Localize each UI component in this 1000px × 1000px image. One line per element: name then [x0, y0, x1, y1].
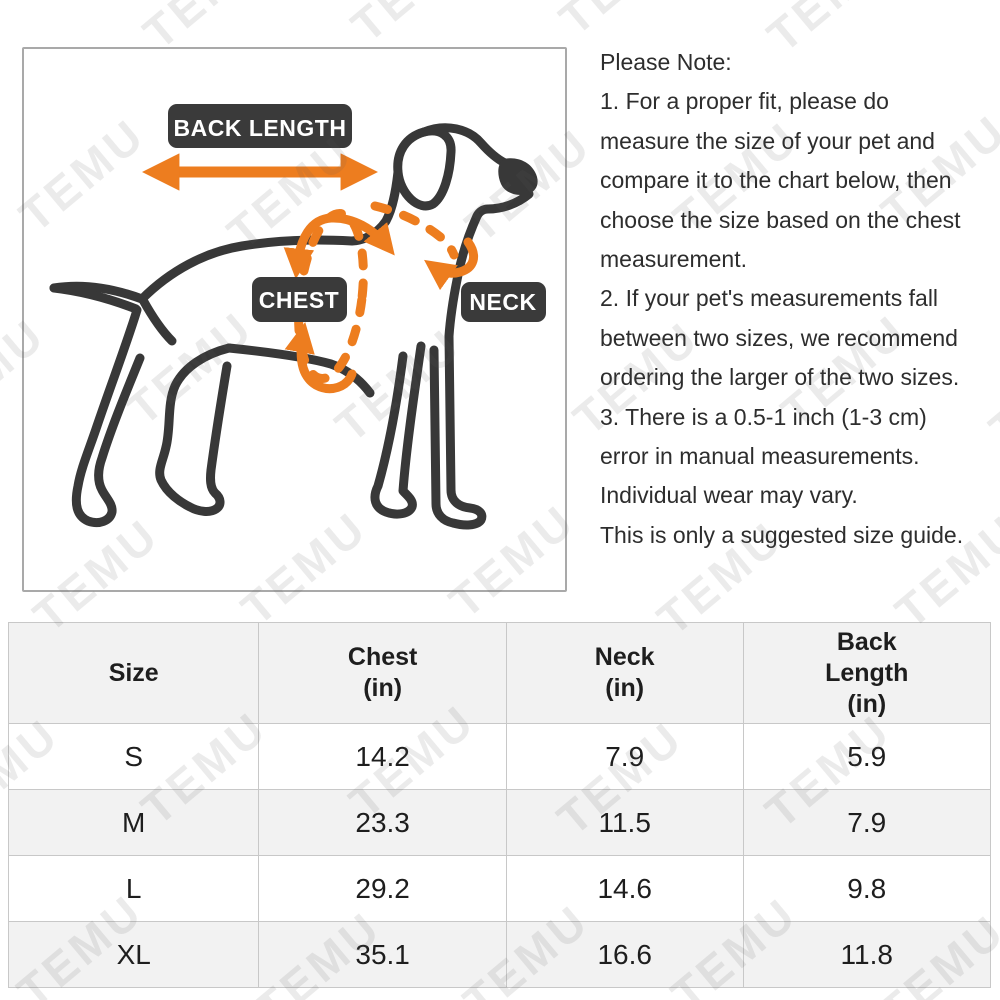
neck-cell: 14.6	[505, 855, 744, 922]
temu-watermark: TEMU	[341, 0, 488, 53]
note-line: measure the size of your pet and	[600, 127, 935, 154]
note-line: compare it to the chart below, then	[600, 167, 952, 194]
table-row-l: L 29.2 14.6 9.8	[7, 855, 992, 922]
dog-ear	[393, 126, 456, 211]
note-line: ordering the larger of the two sizes.	[600, 364, 960, 391]
size-cell: XL	[7, 921, 260, 988]
back-length-label-bg	[168, 104, 352, 148]
neck-cell: 11.5	[505, 789, 744, 856]
size-cell: S	[7, 723, 260, 790]
back-length-cell: 11.8	[742, 921, 992, 988]
note-line: between two sizes, we recommend	[600, 324, 958, 351]
diagram-labels: BACK LENGTH CHEST NECK	[168, 104, 546, 322]
column-header-neck: Neck (in)	[505, 622, 744, 724]
note-heading: Please Note:	[600, 49, 732, 75]
back-length-cell: 9.8	[742, 855, 992, 922]
neck-label: NECK	[469, 289, 536, 315]
note-line: 1. For a proper fit, please do	[600, 88, 889, 115]
note-line: 3. There is a 0.5-1 inch (1-3 cm)	[600, 403, 927, 430]
chest-arrow-top	[283, 213, 395, 280]
note-line: measurement.	[600, 245, 748, 272]
temu-watermark: TEMU	[0, 0, 42, 43]
chest-arrow-bottom	[284, 321, 357, 393]
chest-cell: 29.2	[258, 855, 507, 922]
please-note-text: Please Note: 1. For a proper fit, please…	[600, 43, 998, 555]
chest-label-bg	[252, 277, 347, 322]
note-line: Individual wear may vary.	[600, 482, 858, 509]
chest-cell: 23.3	[258, 789, 507, 856]
size-cell: M	[7, 789, 260, 856]
dog-outline	[49, 123, 538, 530]
neck-arrow	[424, 237, 479, 291]
dog-nose	[498, 158, 538, 195]
neck-cell: 7.9	[505, 723, 744, 790]
dog-measurement-diagram: BACK LENGTH CHEST NECK	[22, 47, 567, 592]
dog-diagram-svg: BACK LENGTH CHEST NECK	[49, 104, 546, 530]
note-line: choose the size based on the chest	[600, 206, 961, 233]
chest-cell: 14.2	[258, 723, 507, 790]
note-line: This is only a suggested size guide.	[600, 521, 964, 548]
note-line: error in manual measurements.	[600, 442, 920, 469]
chest-label: CHEST	[259, 287, 339, 313]
size-cell: L	[7, 855, 260, 922]
chest-cell: 35.1	[258, 921, 507, 988]
neck-girth-dashes	[370, 201, 459, 260]
table-row-s: S 14.2 7.9 5.9	[7, 723, 992, 790]
table-row-m: M 23.3 11.5 7.9	[7, 789, 992, 856]
column-header-size: Size	[7, 622, 260, 724]
temu-watermark: TEMU	[549, 0, 696, 46]
neck-cell: 16.6	[505, 921, 744, 988]
table-header-row: Size Chest (in) Neck (in) Back Length (i…	[7, 622, 992, 724]
size-table: Size Chest (in) Neck (in) Back Length (i…	[7, 622, 992, 988]
column-header-chest: Chest (in)	[258, 622, 507, 724]
back-length-label: BACK LENGTH	[174, 115, 347, 141]
note-line: 2. If your pet's measurements fall	[600, 285, 939, 312]
back-length-cell: 7.9	[742, 789, 992, 856]
neck-label-bg	[461, 282, 546, 322]
table-row-xl: XL 35.1 16.6 11.8	[7, 921, 992, 988]
back-length-cell: 5.9	[742, 723, 992, 790]
column-header-back-length: Back Length (in)	[742, 622, 992, 724]
temu-watermark: TEMU	[993, 697, 1000, 831]
